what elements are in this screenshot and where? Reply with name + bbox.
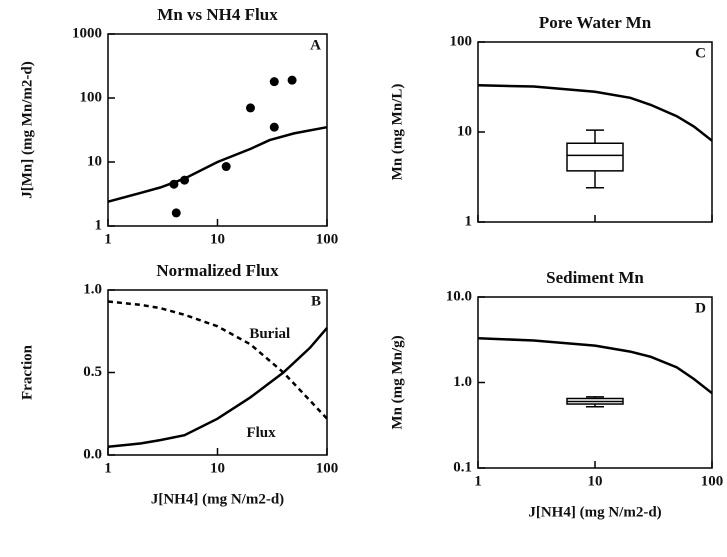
chart-title: Pore Water Mn (539, 13, 652, 32)
annotation: Burial (249, 326, 290, 342)
scatter-point (287, 75, 297, 85)
scatter-point (269, 122, 279, 132)
x-axis-label: J[NH4] (mg N/m2-d) (151, 491, 284, 507)
x-axis-label: J[NH4] (mg N/m2-d) (528, 504, 661, 520)
scatter-point (245, 103, 255, 113)
chart-panel: Pore Water Mn C Mn (mg Mn/L) 1 10 100 (389, 13, 713, 229)
chart-panel: Sediment Mn D Mn (mg Mn/g) J[NH4] (mg N/m2-… (389, 268, 723, 521)
chart-title: Sediment Mn (546, 268, 644, 287)
scatter-point (180, 175, 190, 185)
panel-label: B (311, 293, 321, 309)
x-tick-label: 1 (104, 460, 112, 476)
y-tick-label: 1 (465, 213, 473, 229)
plot-frame (107, 33, 328, 227)
y-axis-label: Fraction (19, 344, 35, 400)
scatter-point (269, 77, 279, 87)
y-axis-label: Mn (mg Mn/L) (389, 84, 405, 181)
y-tick-label: 10 (87, 153, 102, 169)
chart-title: Normalized Flux (156, 261, 279, 280)
x-tick-label: 1 (474, 473, 482, 489)
line-series (107, 327, 328, 449)
x-tick-label: 100 (316, 460, 339, 476)
scatter-point (221, 162, 231, 172)
y-tick-label: 100 (80, 89, 103, 105)
panel-label: C (695, 45, 706, 61)
line-series (477, 84, 713, 142)
y-axis-label: Mn (mg Mn/g) (389, 335, 405, 429)
chart-title: Mn vs NH4 Flux (157, 5, 278, 24)
x-tick-label: 10 (588, 473, 603, 489)
panel-label: A (310, 37, 321, 53)
y-tick-label: 10 (457, 123, 472, 139)
line-series (107, 300, 328, 420)
x-tick-label: 100 (316, 231, 339, 247)
y-tick-label: 0.5 (83, 364, 102, 380)
x-tick-label: 10 (210, 460, 225, 476)
scatter-point (169, 179, 179, 189)
y-tick-label: 1 (95, 217, 103, 233)
chart-panel: Normalized Flux B Fraction J[NH4] (mg N/m2-… (19, 261, 338, 508)
y-tick-label: 1000 (72, 25, 102, 41)
line-series (477, 336, 713, 395)
y-tick-label: 1.0 (83, 281, 102, 297)
annotation: Flux (246, 425, 276, 441)
y-tick-label: 0.1 (453, 459, 472, 475)
plot-frame (477, 296, 713, 469)
y-tick-label: 100 (450, 33, 473, 49)
plot-frame (107, 289, 328, 456)
chart-panel: Mn vs NH4 Flux A J[Mn] (mg Mn/m2-d) 1 10 100 1… (19, 5, 338, 248)
panel-label: D (695, 300, 706, 316)
box (566, 142, 624, 172)
y-axis-label: J[Mn] (mg Mn/m2-d) (19, 61, 35, 198)
y-tick-label: 1.0 (453, 374, 472, 390)
x-tick-label: 100 (701, 473, 724, 489)
y-tick-label: 10.0 (446, 288, 472, 304)
scatter-point (171, 208, 181, 218)
line-series (107, 125, 328, 203)
x-tick-label: 10 (210, 231, 225, 247)
y-tick-label: 0.0 (83, 446, 102, 462)
x-tick-label: 1 (104, 231, 112, 247)
